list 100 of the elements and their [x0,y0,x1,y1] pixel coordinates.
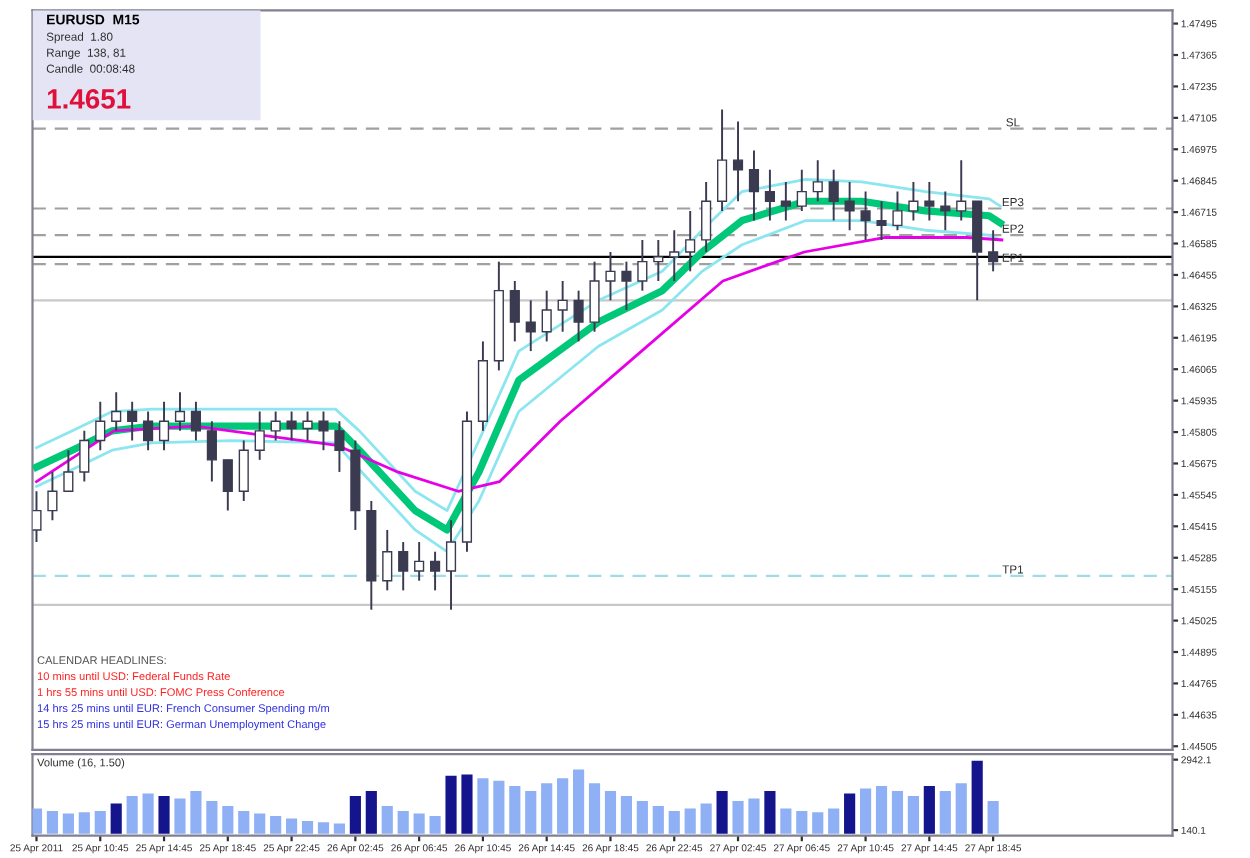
candlestick [748,149,760,222]
bar [732,800,744,834]
bar [955,783,967,834]
bar [668,811,680,834]
bar [110,803,122,834]
bar [588,783,601,834]
bar [286,818,298,834]
candlestick [318,410,329,452]
candlestick [525,299,536,353]
candlestick [557,280,568,333]
bar [270,816,282,834]
bar [477,778,489,834]
bar [987,800,999,834]
candlestick [844,180,855,232]
bar [891,790,904,834]
candlestick [908,180,919,222]
candlestick [509,280,520,343]
candlestick [286,410,297,442]
candlestick [685,209,696,273]
candlestick [158,400,170,452]
bar [604,790,617,834]
candlestick [302,410,313,442]
candlestick [174,391,186,432]
bar [923,785,935,834]
bar [573,769,585,834]
bar [126,795,138,834]
candlestick [605,251,616,302]
candlestick [63,449,74,493]
candlestick [541,289,552,343]
candlestick [717,108,728,212]
candlestick [382,528,393,592]
candlestick [589,260,600,333]
bar [939,790,951,834]
bar [365,790,377,834]
candlestick [637,238,648,292]
bar [844,793,856,834]
candlestick [111,391,122,432]
annotation: 1.4651 [47,89,131,109]
bar [349,795,361,834]
candlestick [95,400,106,452]
bar [509,785,521,834]
bar [764,790,776,834]
bar [875,785,888,834]
candlestick [956,159,967,222]
bar [620,795,632,834]
bar [397,811,409,834]
candlestick [876,200,887,241]
bar [142,793,154,834]
bar [238,811,250,834]
candlestick [445,519,457,611]
bar [174,798,186,834]
bar [652,806,664,834]
bar [301,821,314,834]
candlestick [238,439,249,502]
bar [860,788,872,834]
candlestick [127,400,138,442]
candlestick [32,490,42,543]
bar [780,808,792,834]
line-series [35,236,1004,493]
candlestick [573,289,584,343]
bar [636,800,648,834]
candlestick [79,429,90,483]
bar [32,808,43,834]
bar [381,806,393,834]
bar [413,813,425,834]
candlestick [940,190,951,232]
candlestick [206,420,217,483]
candlestick [732,120,744,203]
candlestick [47,470,58,522]
candlestick [270,410,281,442]
bar [971,760,983,834]
bar [254,813,266,834]
bar [158,795,170,834]
candlestick [222,458,233,512]
bar [429,816,441,834]
candlestick [764,168,775,222]
bar [493,780,505,834]
candlestick [621,260,632,311]
bar [525,790,537,834]
bar [828,808,840,834]
bar [684,808,696,834]
candlestick [669,229,680,282]
bar [461,774,473,834]
bar [812,812,824,834]
bar [94,811,106,834]
candlestick [190,400,202,442]
candlestick [653,238,664,282]
candlestick [334,420,345,473]
bar [317,822,330,834]
bar [541,783,553,834]
bar [907,795,919,834]
bar [445,775,457,834]
candlestick [812,159,823,203]
bar [700,803,712,834]
bar [62,813,74,834]
candlestick [860,190,871,241]
candlestick [796,168,807,212]
bar [222,806,234,834]
candlestick [701,180,712,253]
candlestick [892,190,903,232]
